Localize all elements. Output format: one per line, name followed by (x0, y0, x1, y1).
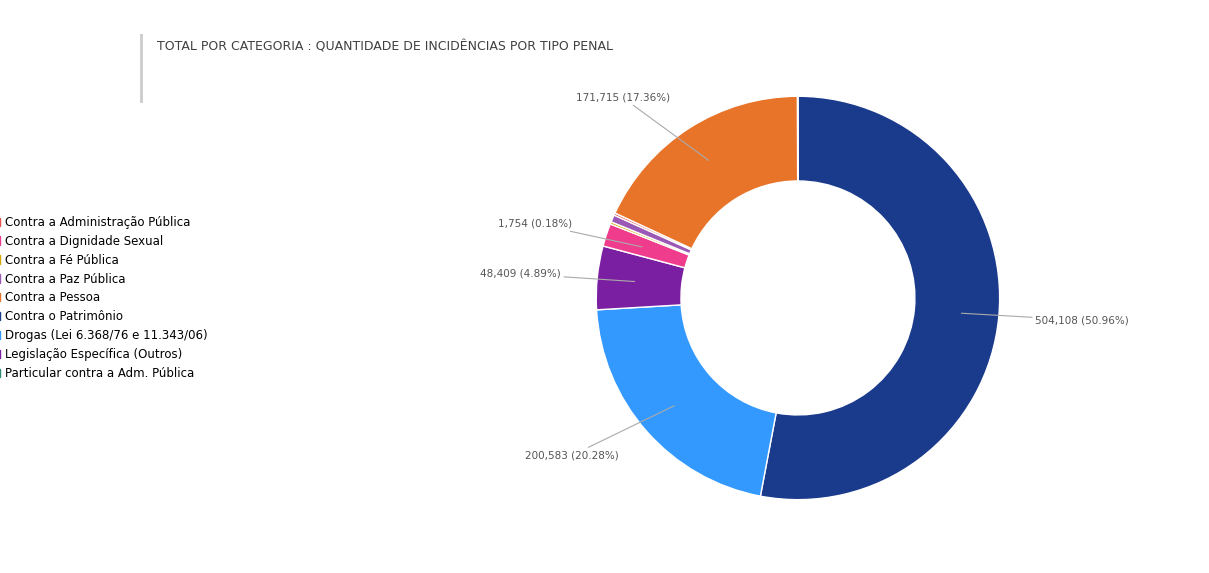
Wedge shape (615, 96, 798, 249)
Wedge shape (611, 222, 689, 255)
Wedge shape (596, 305, 776, 496)
Wedge shape (603, 224, 689, 268)
Wedge shape (760, 96, 1000, 500)
Text: 48,409 (4.89%): 48,409 (4.89%) (480, 269, 635, 281)
Text: 200,583 (20.28%): 200,583 (20.28%) (526, 406, 675, 460)
Wedge shape (614, 213, 692, 250)
Text: 504,108 (50.96%): 504,108 (50.96%) (961, 313, 1129, 325)
Text: 1,754 (0.18%): 1,754 (0.18%) (498, 218, 642, 247)
Legend: Contra a Administração Pública, Contra a Dignidade Sexual, Contra a Fé Pública, : Contra a Administração Pública, Contra a… (0, 211, 212, 385)
Text: TOTAL POR CATEGORIA : QUANTIDADE DE INCIDÊNCIAS POR TIPO PENAL: TOTAL POR CATEGORIA : QUANTIDADE DE INCI… (157, 40, 613, 53)
Wedge shape (612, 215, 692, 254)
Wedge shape (596, 246, 686, 310)
Text: 171,715 (17.36%): 171,715 (17.36%) (575, 92, 708, 160)
